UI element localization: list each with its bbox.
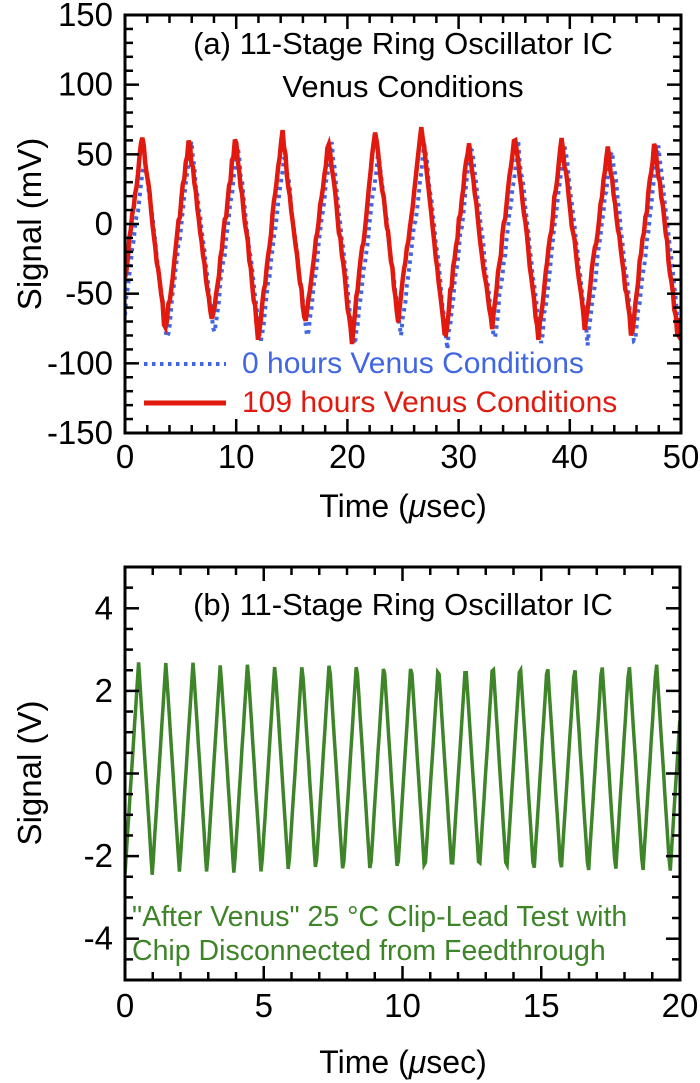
y-tick-label: 2	[95, 672, 113, 709]
x-tick-label: 30	[440, 438, 477, 475]
chart-b-annotation: "After Venus" 25 °C Clip-Lead Test with …	[132, 900, 684, 968]
y-tick-label: -150	[47, 414, 113, 451]
legend-swatch-dashed-line	[144, 361, 226, 366]
series-hours-109-line	[125, 126, 681, 345]
legend-entry-0-hours: 0 hours Venus Conditions	[142, 344, 617, 383]
mu-symbol: μ	[408, 488, 427, 524]
chart-a-x-axis-label: Time (μsec)	[125, 488, 681, 525]
y-tick-label: 100	[58, 66, 113, 103]
chart-b-annotation-line2: Chip Disconnected from Feedthrough	[132, 935, 606, 967]
legend-label-0-hours: 0 hours Venus Conditions	[242, 346, 584, 380]
plot-frame	[123, 13, 683, 435]
x-tick-label: 50	[663, 438, 700, 475]
x-tick-label: 20	[662, 987, 699, 1024]
chart-a-title: (a) 11-Stage Ring Oscillator IC Venus Co…	[125, 22, 681, 108]
xlabel-b-prefix: Time (	[319, 1044, 409, 1080]
plot-frame	[123, 565, 682, 982]
legend-label-109-hours: 109 hours Venus Conditions	[242, 385, 618, 419]
xlabel-b-suffix: sec)	[426, 1044, 487, 1080]
y-tick-label: 0	[95, 205, 113, 242]
x-tick-label: 0	[116, 438, 134, 475]
y-tick-label: -50	[65, 275, 113, 312]
y-tick-label: 50	[76, 135, 113, 172]
mu-symbol: μ	[408, 1044, 427, 1080]
x-tick-label: 20	[329, 438, 366, 475]
y-tick-label: -2	[84, 837, 113, 874]
x-tick-label: 5	[255, 987, 273, 1024]
x-tick-label: 10	[384, 987, 421, 1024]
chart-b-title-line1: (b) 11-Stage Ring Oscillator IC	[193, 587, 613, 622]
chart-a-title-line1: (a) 11-Stage Ring Oscillator IC	[193, 26, 613, 61]
chart-a-y-axis-label: Signal (mV)	[11, 137, 48, 311]
chart-a-title-line2: Venus Conditions	[282, 69, 524, 104]
x-tick-label: 0	[116, 987, 134, 1024]
xlabel-a-suffix: sec)	[426, 488, 487, 524]
chart-b-annotation-line1: "After Venus" 25 °C Clip-Lead Test with	[132, 901, 628, 933]
y-tick-label: 0	[95, 755, 113, 792]
chart-b-x-axis-label: Time (μsec)	[125, 1044, 681, 1081]
y-tick-label: 4	[95, 589, 113, 626]
xlabel-a-prefix: Time (	[319, 488, 409, 524]
y-tick-label: 150	[58, 0, 113, 33]
legend-entry-109-hours: 109 hours Venus Conditions	[142, 383, 617, 422]
y-tick-label: -4	[84, 920, 113, 957]
x-tick-label: 15	[523, 987, 560, 1024]
x-tick-label: 10	[218, 438, 255, 475]
legend-swatch-solid-line	[144, 400, 226, 405]
series-zero-hours-line	[125, 140, 681, 353]
chart-b-y-axis-label: Signal (V)	[11, 700, 48, 846]
y-tick-label: -100	[47, 344, 113, 381]
series-after-venus-line	[125, 662, 680, 875]
chart-a-legend: 0 hours Venus Conditions 109 hours Venus…	[142, 344, 617, 422]
x-tick-label: 40	[551, 438, 588, 475]
chart-b-title: (b) 11-Stage Ring Oscillator IC	[125, 583, 681, 626]
